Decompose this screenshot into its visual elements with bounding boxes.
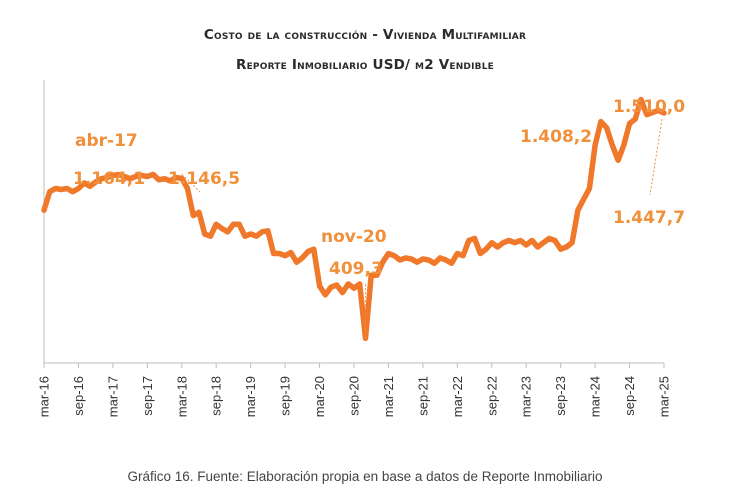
annotation-value-mar-25: 1.447,7	[613, 208, 685, 228]
x-tick-label: mar-19	[243, 376, 258, 417]
x-tick-label: sep-19	[278, 376, 293, 416]
annotation-leader	[181, 174, 201, 193]
annotation-value-nov-20: 409,3	[329, 259, 383, 279]
x-tick-label: mar-24	[588, 376, 603, 417]
series-line	[41, 96, 667, 342]
x-tick-label: mar-23	[519, 376, 534, 417]
annotation-label-abr-17: abr-17	[75, 131, 138, 151]
chart-series	[41, 96, 667, 342]
x-tick-label: sep-17	[140, 376, 155, 416]
x-tick-label: sep-21	[415, 376, 430, 416]
annotation-label-nov-20: nov-20	[321, 227, 387, 247]
annotation-leader	[649, 118, 663, 196]
x-tick-label: sep-23	[553, 376, 568, 416]
x-tick-label: mar-20	[312, 376, 327, 417]
chart-title: Costo de la construcción - Vivienda Mult…	[203, 27, 527, 43]
chart-subtitle: Reporte Inmobiliario USD/ m2 Vendible	[235, 57, 494, 73]
x-tick-label: sep-16	[71, 376, 86, 416]
x-tick-label: mar-16	[37, 376, 52, 417]
figure-caption: Gráfico 16. Fuente: Elaboración propia e…	[127, 469, 603, 484]
annotation-value-mar-18: 1.146,5	[168, 169, 240, 189]
annotation-value-abr-17: 1.164,1	[73, 169, 145, 189]
chart-annotations: abr-17 1.164,1 1.146,5 nov-20 409,3 1.408,2 1.…	[73, 97, 685, 339]
x-tick-label: mar-21	[381, 376, 396, 417]
annotation-value-mar-24: 1.408,2	[520, 127, 592, 147]
x-axis-ticks: mar-16 sep-16 mar-17 sep-17 mar-18 sep-18 mar-…	[37, 363, 672, 417]
x-tick-label: sep-24	[622, 376, 637, 416]
x-tick-label: sep-18	[209, 376, 224, 416]
x-tick-label: mar-17	[105, 376, 120, 417]
x-tick-label: sep-20	[347, 376, 362, 416]
chart-axes	[43, 80, 664, 364]
annotation-value-sep-24: 1.510,0	[613, 97, 685, 117]
x-tick-label: mar-25	[657, 376, 672, 417]
x-tick-label: mar-22	[450, 376, 465, 417]
x-tick-label: mar-18	[174, 376, 189, 417]
x-tick-label: sep-22	[484, 376, 499, 416]
